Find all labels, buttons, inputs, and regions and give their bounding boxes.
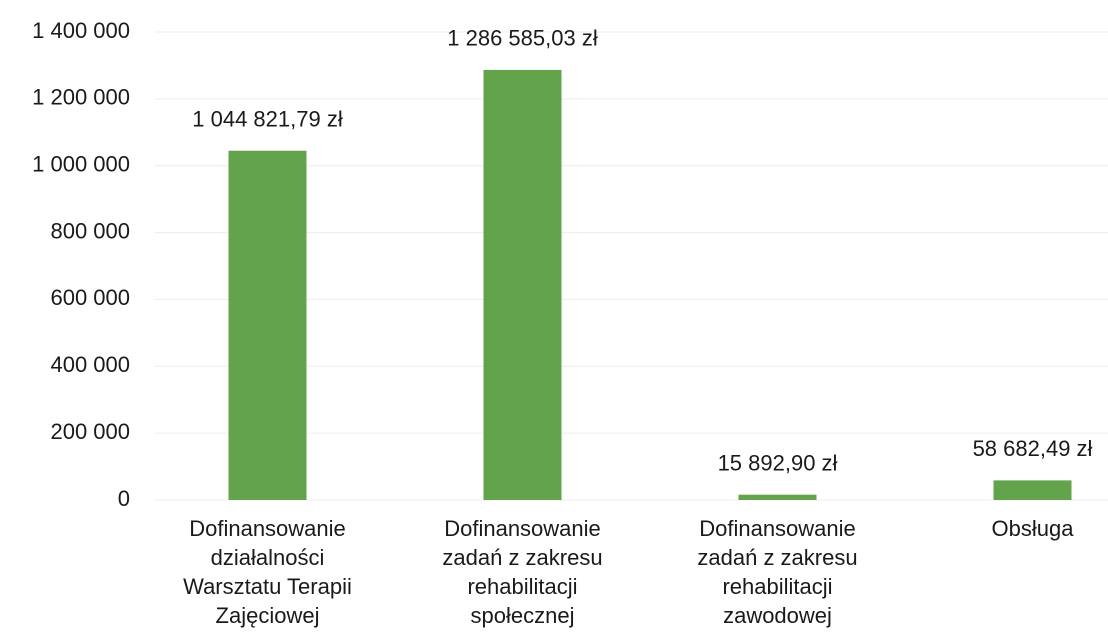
y-tick-label: 1 200 000 xyxy=(32,85,130,110)
y-tick-label: 200 000 xyxy=(50,419,130,444)
y-tick-label: 1 000 000 xyxy=(32,152,130,177)
y-tick-label: 600 000 xyxy=(50,285,130,310)
y-tick-label: 800 000 xyxy=(50,218,130,243)
value-label: 15 892,90 zł xyxy=(718,450,838,475)
bar xyxy=(483,69,562,501)
x-tick-label: Dofinansowanie zadań z zakresu rehabilitac… xyxy=(442,516,602,628)
value-label: 1 044 821,79 zł xyxy=(192,107,343,132)
x-tick-label: Dofinansowanie zadań z zakresu rehabilitac… xyxy=(697,516,857,628)
y-tick-label: 0 xyxy=(118,486,130,511)
bar xyxy=(738,494,817,500)
bar xyxy=(993,480,1072,500)
value-label: 58 682,49 zł xyxy=(973,436,1093,461)
bar xyxy=(228,150,307,500)
value-label: 1 286 585,03 zł xyxy=(447,26,598,51)
y-tick-label: 1 400 000 xyxy=(32,18,130,43)
y-tick-label: 400 000 xyxy=(50,352,130,377)
x-tick-label: Dofinansowanie działalności Warsztatu Tera… xyxy=(183,516,352,628)
x-tick-label: Obsługa xyxy=(992,516,1075,541)
